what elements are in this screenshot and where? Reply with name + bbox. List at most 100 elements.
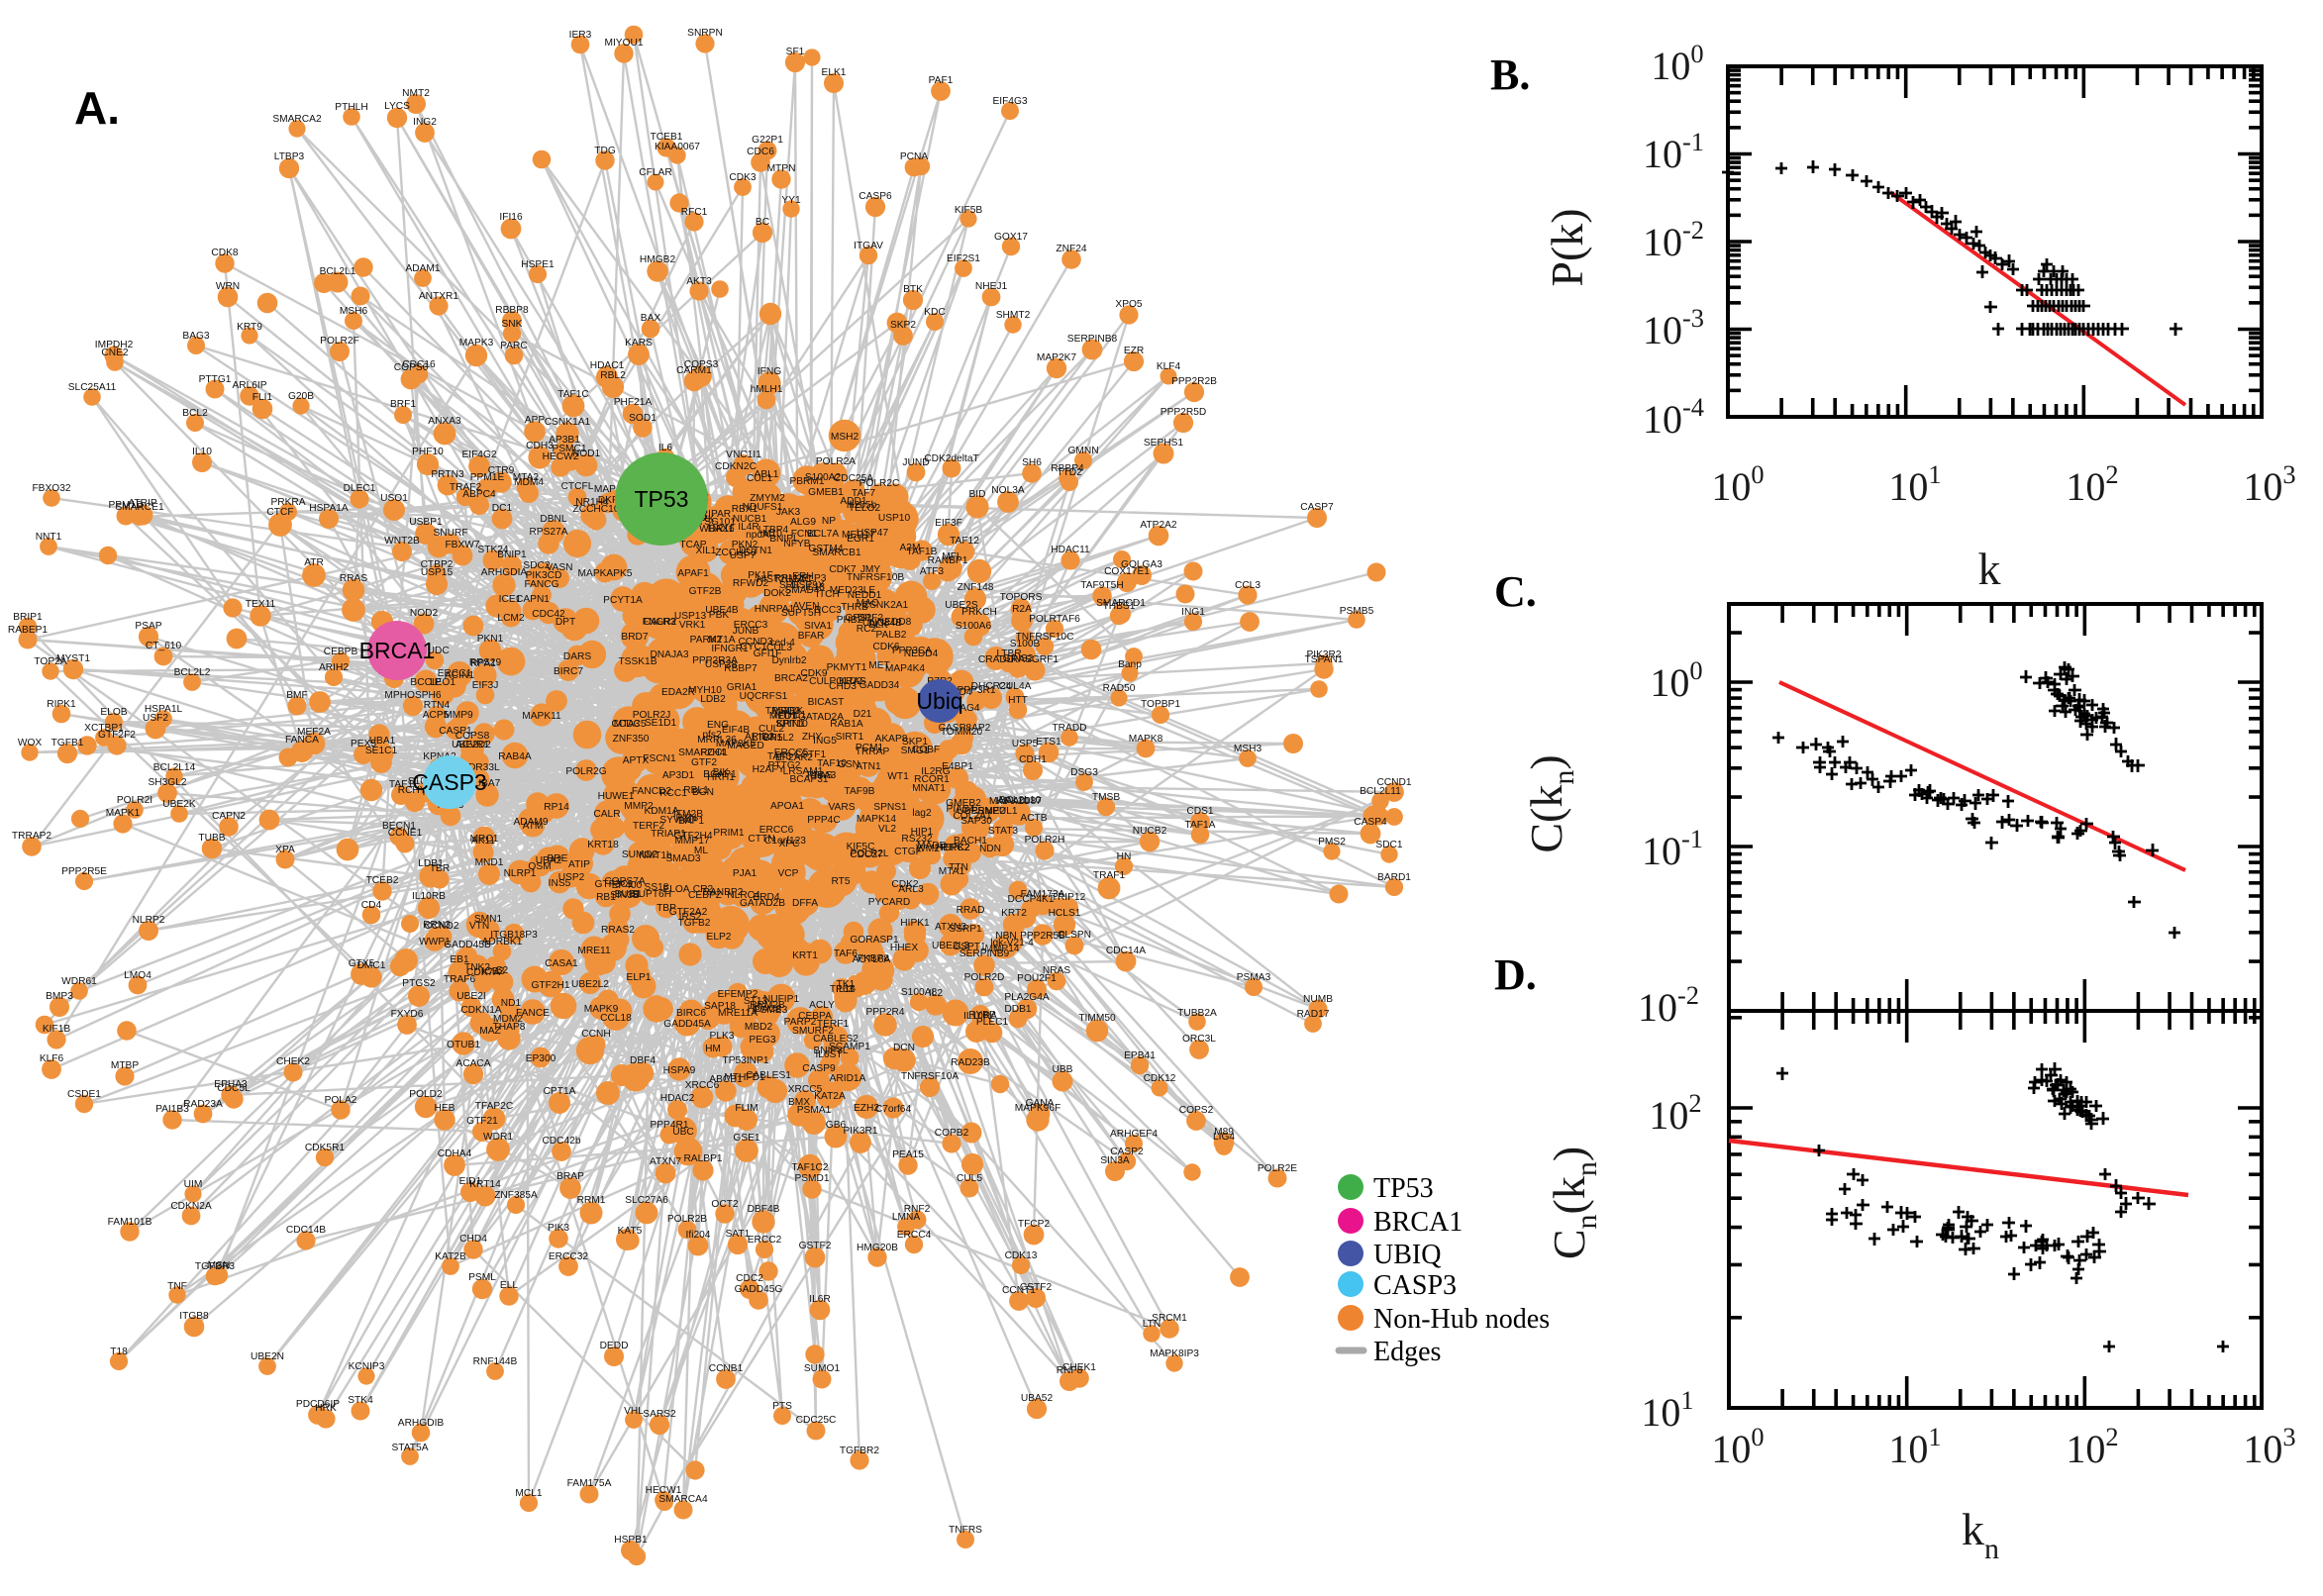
- svg-text:UBE2L2: UBE2L2: [571, 979, 609, 990]
- svg-text:GINS2: GINS2: [1003, 653, 1034, 664]
- svg-text:TRRAP: TRRAP: [856, 747, 890, 757]
- svg-text:PARP2: PARP2: [784, 1017, 817, 1028]
- svg-text:PBRM1: PBRM1: [789, 476, 824, 487]
- svg-text:MRC1: MRC1: [470, 834, 499, 845]
- svg-text:RC2: RC2: [857, 624, 877, 635]
- svg-text:POLR2H: POLR2H: [1025, 835, 1065, 846]
- svg-text:PKN1: PKN1: [477, 634, 504, 645]
- svg-text:CASA1: CASA1: [545, 958, 578, 969]
- svg-text:TRAF1: TRAF1: [1093, 870, 1126, 881]
- svg-text:BARD1: BARD1: [1377, 872, 1411, 883]
- svg-text:HDAC8: HDAC8: [748, 1004, 782, 1015]
- svg-text:TSSK1B: TSSK1B: [618, 656, 656, 667]
- svg-text:PSME3: PSME3: [754, 1005, 788, 1016]
- svg-text:CDK3: CDK3: [729, 172, 757, 183]
- svg-text:SMARCE1: SMARCE1: [115, 502, 164, 513]
- svg-text:NMT2: NMT2: [402, 88, 430, 99]
- svg-text:UBE2I: UBE2I: [456, 991, 485, 1002]
- svg-text:MAP2K4: MAP2K4: [594, 484, 635, 495]
- svg-text:PSMA1: PSMA1: [797, 1105, 832, 1116]
- svg-text:CCND2: CCND2: [424, 921, 458, 932]
- svg-text:CHEK1: CHEK1: [1062, 1362, 1096, 1373]
- svg-text:LTBP1: LTBP1: [753, 733, 783, 744]
- svg-text:SMARCD1: SMARCD1: [1096, 598, 1146, 609]
- svg-text:CDK6: CDK6: [872, 642, 900, 652]
- svg-text:KLF4: KLF4: [1157, 361, 1181, 372]
- svg-text:ELP3: ELP3: [802, 573, 827, 584]
- svg-text:ACIN1: ACIN1: [445, 670, 474, 681]
- svg-text:pfs2: pfs2: [702, 730, 722, 741]
- svg-text:HDAC11: HDAC11: [1051, 545, 1090, 555]
- svg-text:BFAR: BFAR: [798, 631, 825, 642]
- svg-text:E4BP1: E4BP1: [942, 761, 973, 772]
- svg-text:HNRPA1: HNRPA1: [755, 604, 795, 615]
- svg-text:CRADD: CRADD: [978, 654, 1014, 665]
- svg-text:RP14: RP14: [544, 802, 569, 813]
- svg-text:BIRC6: BIRC6: [676, 1008, 706, 1019]
- svg-text:ced-4: ced-4: [769, 638, 795, 648]
- svg-text:EID1: EID1: [459, 1176, 482, 1187]
- svg-text:MAP2K7: MAP2K7: [1037, 352, 1077, 363]
- svg-text:RBL2: RBL2: [600, 370, 626, 381]
- svg-text:TOP2A: TOP2A: [34, 656, 66, 667]
- svg-text:RRAD: RRAD: [957, 905, 985, 916]
- svg-text:TSG101: TSG101: [698, 517, 736, 528]
- svg-text:CDKN1A: CDKN1A: [460, 1005, 502, 1016]
- svg-text:NDUFS1: NDUFS1: [743, 502, 783, 513]
- svg-text:RRM2B: RRM2B: [750, 1000, 785, 1011]
- svg-text:BIK: BIK: [713, 767, 730, 778]
- svg-text:PLK3: PLK3: [710, 1031, 735, 1042]
- svg-text:Edges: Edges: [1373, 1337, 1441, 1367]
- svg-text:SERPINB9: SERPINB9: [960, 948, 1010, 959]
- svg-text:SLC27A6: SLC27A6: [625, 1195, 668, 1206]
- svg-text:TRADD: TRADD: [1052, 723, 1086, 734]
- svg-text:CTTN: CTTN: [748, 834, 774, 845]
- svg-text:PCNA: PCNA: [900, 151, 929, 162]
- svg-text:CN5L2: CN5L2: [762, 733, 794, 744]
- svg-text:ING2: ING2: [413, 117, 437, 128]
- svg-text:FSCN1: FSCN1: [643, 753, 676, 764]
- svg-text:LTBP3: LTBP3: [274, 151, 305, 162]
- svg-text:WWP1: WWP1: [419, 937, 451, 948]
- svg-text:GPS1: GPS1: [845, 613, 872, 624]
- svg-text:BCCIP: BCCIP: [410, 677, 441, 688]
- svg-text:HM: HM: [705, 1044, 721, 1054]
- svg-text:TAF1C: TAF1C: [557, 389, 589, 400]
- svg-text:T18: T18: [110, 1347, 128, 1357]
- svg-text:SAP30: SAP30: [960, 816, 992, 827]
- svg-text:APTX: APTX: [623, 755, 650, 766]
- svg-text:KCNIP3: KCNIP3: [349, 1361, 385, 1372]
- svg-text:ELL: ELL: [500, 1280, 518, 1291]
- svg-text:MSN: MSN: [208, 1260, 231, 1271]
- svg-text:MAPK3: MAPK3: [459, 338, 494, 349]
- svg-text:UBE2L3: UBE2L3: [932, 941, 969, 951]
- svg-text:GADD34: GADD34: [859, 680, 900, 691]
- svg-text:DCN: DCN: [893, 1043, 915, 1053]
- svg-text:SKP1: SKP1: [902, 737, 928, 748]
- svg-text:PRKCH: PRKCH: [961, 607, 997, 618]
- svg-text:IER3: IER3: [569, 30, 592, 41]
- svg-text:RCC1: RCC1: [659, 788, 687, 799]
- svg-text:CDC2: CDC2: [736, 1273, 763, 1284]
- svg-text:GORASP1: GORASP1: [850, 935, 899, 946]
- svg-text:CDC14B: CDC14B: [286, 1225, 326, 1236]
- svg-text:KIF5C: KIF5C: [847, 842, 875, 852]
- svg-text:CTCF: CTCF: [266, 507, 293, 518]
- svg-text:PSAP: PSAP: [135, 621, 161, 632]
- svg-text:GTF2A2: GTF2A2: [669, 907, 708, 918]
- svg-text:SYVN1: SYVN1: [659, 815, 693, 826]
- svg-text:ERCC2: ERCC2: [748, 1235, 782, 1246]
- svg-text:NFYB: NFYB: [783, 539, 810, 549]
- svg-text:HSPE1: HSPE1: [521, 259, 555, 270]
- svg-text:S100B: S100B: [1010, 639, 1041, 649]
- svg-text:A2M: A2M: [900, 543, 921, 553]
- svg-text:BRIP1: BRIP1: [13, 612, 43, 623]
- svg-text:GTF3C1: GTF3C1: [594, 879, 633, 890]
- svg-text:WDR1: WDR1: [483, 1132, 513, 1143]
- svg-text:ACTB: ACTB: [1020, 813, 1047, 824]
- svg-text:KPNA2: KPNA2: [423, 751, 456, 762]
- svg-text:GTF2B: GTF2B: [689, 586, 722, 597]
- svg-text:PHF21A: PHF21A: [614, 397, 653, 408]
- svg-text:TTD2: TTD2: [1057, 467, 1082, 478]
- svg-text:LIG4: LIG4: [1213, 1132, 1235, 1143]
